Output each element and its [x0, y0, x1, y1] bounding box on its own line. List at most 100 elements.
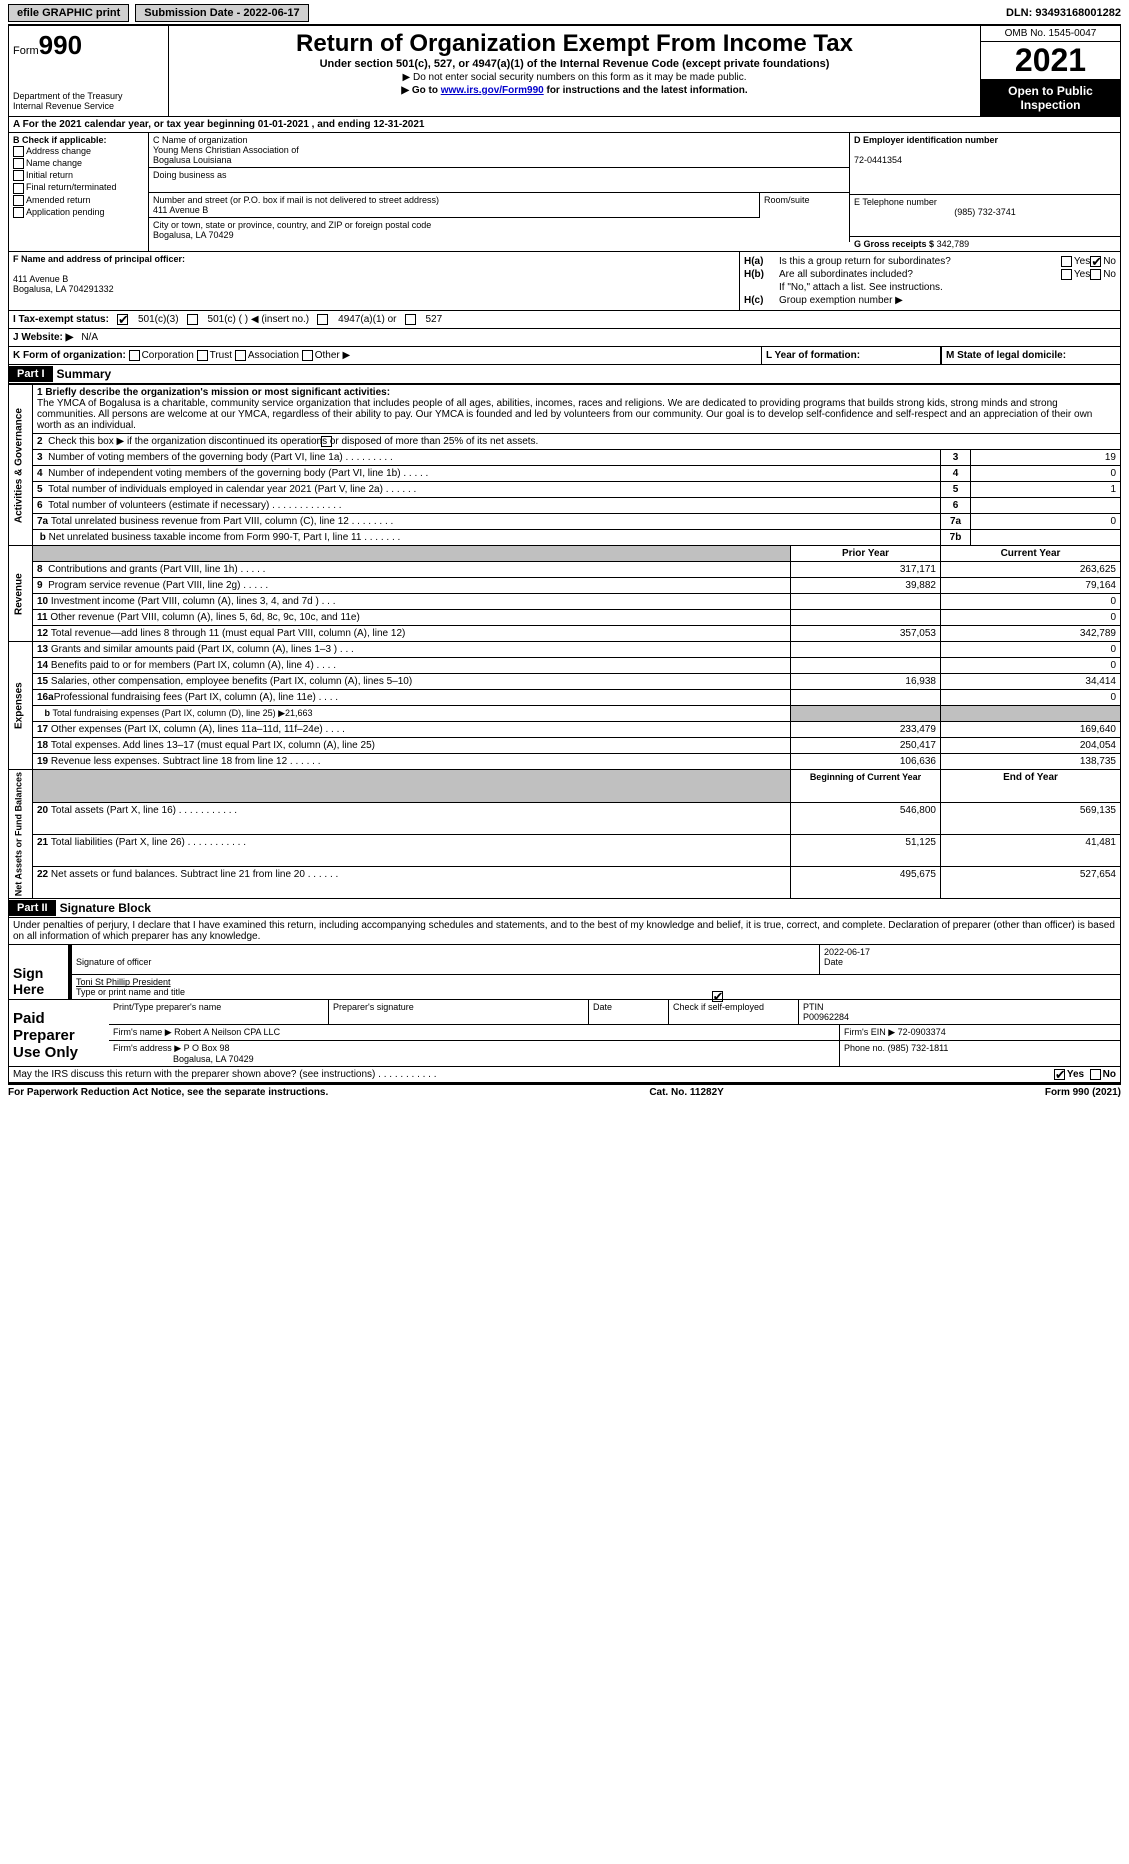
line22: Net assets or fund balances. Subtract li…	[51, 869, 338, 880]
cb-irs-yes[interactable]	[1054, 1069, 1065, 1080]
street-value: 411 Avenue B	[153, 205, 755, 215]
c22: 527,654	[941, 867, 1121, 899]
line12: Total revenue—add lines 8 through 11 (mu…	[51, 628, 405, 639]
line10: Investment income (Part VIII, column (A)…	[51, 596, 336, 607]
ein-label: D Employer identification number	[854, 135, 998, 145]
officer-name: Toni St Phillip President	[76, 977, 171, 987]
val-7b	[971, 530, 1121, 546]
phone-value: (985) 732-3741	[854, 207, 1116, 217]
cb-line2[interactable]	[321, 436, 332, 447]
street-label: Number and street (or P.O. box if mail i…	[153, 195, 755, 205]
c9: 79,164	[941, 578, 1121, 594]
cb-4947[interactable]	[317, 314, 328, 325]
hc-text: Group exemption number ▶	[779, 295, 903, 306]
cb-amended-return[interactable]: Amended return	[13, 195, 144, 206]
cb-corporation[interactable]	[129, 350, 140, 361]
line16a: Professional fundraising fees (Part IX, …	[54, 692, 338, 703]
line21: Total liabilities (Part X, line 26) . . …	[51, 837, 246, 848]
gross-receipts-label: G Gross receipts $	[854, 239, 934, 249]
firm-name: Robert A Neilson CPA LLC	[174, 1027, 280, 1037]
line1-label: 1 Briefly describe the organization's mi…	[37, 387, 390, 398]
paperwork-notice: For Paperwork Reduction Act Notice, see …	[8, 1087, 328, 1098]
p8: 317,171	[791, 562, 941, 578]
irs-link[interactable]: www.irs.gov/Form990	[441, 85, 544, 96]
line5: Total number of individuals employed in …	[48, 484, 416, 495]
hdr-end: End of Year	[1003, 772, 1058, 783]
omb-number: OMB No. 1545-0047	[981, 26, 1120, 42]
c10: 0	[941, 594, 1121, 610]
line19: Revenue less expenses. Subtract line 18 …	[51, 756, 321, 767]
irs-discuss-question: May the IRS discuss this return with the…	[13, 1069, 1054, 1080]
cb-501c[interactable]	[187, 314, 198, 325]
cat-number: Cat. No. 11282Y	[328, 1087, 1045, 1098]
line9: Program service revenue (Part VIII, line…	[48, 580, 268, 591]
val-3: 19	[971, 450, 1121, 466]
city-label: City or town, state or province, country…	[153, 220, 845, 230]
p13	[791, 642, 941, 658]
form-number: Form990	[13, 30, 164, 61]
ha-text: Is this a group return for subordinates?	[779, 256, 1061, 267]
room-suite-label: Room/suite	[760, 193, 850, 218]
cb-initial-return[interactable]: Initial return	[13, 170, 144, 181]
p12: 357,053	[791, 626, 941, 642]
p9: 39,882	[791, 578, 941, 594]
cb-self-employed[interactable]	[712, 991, 723, 1002]
firm-addr1: P O Box 98	[184, 1043, 230, 1053]
cb-501c3[interactable]	[117, 314, 128, 325]
c13: 0	[941, 642, 1121, 658]
part2-bar: Part II	[9, 900, 56, 916]
cb-irs-no[interactable]	[1090, 1069, 1101, 1080]
row-a-tax-year: A For the 2021 calendar year, or tax yea…	[8, 117, 1121, 133]
form-footer: Form 990 (2021)	[1045, 1087, 1121, 1098]
p14	[791, 658, 941, 674]
mission-text: The YMCA of Bogalusa is a charitable, co…	[37, 398, 1092, 431]
website-value: N/A	[81, 332, 98, 343]
cb-address-change[interactable]: Address change	[13, 146, 144, 157]
hb-text: Are all subordinates included?	[779, 269, 1061, 280]
gross-receipts-value: 342,789	[937, 239, 970, 249]
cb-527[interactable]	[405, 314, 416, 325]
org-name: Young Mens Christian Association of Boga…	[153, 145, 845, 165]
p19: 106,636	[791, 754, 941, 770]
officer-addr1: 411 Avenue B	[13, 274, 68, 284]
public-inspection: Open to Public Inspection	[981, 80, 1120, 116]
c15: 34,414	[941, 674, 1121, 690]
org-name-label: C Name of organization	[153, 135, 845, 145]
c16a: 0	[941, 690, 1121, 706]
sign-here-label: Sign Here	[9, 945, 69, 999]
dba-label: Doing business as	[153, 170, 845, 180]
c17: 169,640	[941, 722, 1121, 738]
hdr-prior: Prior Year	[842, 548, 889, 559]
cb-final-return[interactable]: Final return/terminated	[13, 182, 144, 193]
part2-title: Signature Block	[56, 899, 155, 917]
line13: Grants and similar amounts paid (Part IX…	[51, 644, 354, 655]
cb-association[interactable]	[235, 350, 246, 361]
p17: 233,479	[791, 722, 941, 738]
line8: Contributions and grants (Part VIII, lin…	[48, 564, 265, 575]
sig-date: 2022-06-17	[824, 947, 870, 957]
val-4: 0	[971, 466, 1121, 482]
line20: Total assets (Part X, line 16) . . . . .…	[51, 805, 237, 816]
row-k-label: K Form of organization:	[13, 350, 126, 361]
line7a: Total unrelated business revenue from Pa…	[51, 516, 393, 527]
firm-phone: (985) 732-1811	[888, 1043, 949, 1053]
cb-trust[interactable]	[197, 350, 208, 361]
p21: 51,125	[791, 834, 941, 866]
section-netassets: Net Assets or Fund Balances	[9, 770, 33, 899]
line4: Number of independent voting members of …	[48, 468, 428, 479]
p16a	[791, 690, 941, 706]
line14: Benefits paid to or for members (Part IX…	[51, 660, 336, 671]
line7b: Net unrelated business taxable income fr…	[49, 532, 401, 543]
efile-print-button[interactable]: efile GRAPHIC print	[8, 4, 129, 22]
line18: Total expenses. Add lines 13–17 (must eq…	[51, 740, 375, 751]
row-j-label: J Website: ▶	[13, 332, 73, 343]
cb-application-pending[interactable]: Application pending	[13, 207, 144, 218]
dept-treasury: Department of the Treasury Internal Reve…	[13, 91, 164, 111]
cb-name-change[interactable]: Name change	[13, 158, 144, 169]
sig-officer-label: Signature of officer	[76, 957, 151, 967]
hdr-beginning: Beginning of Current Year	[810, 772, 921, 782]
cb-other[interactable]	[302, 350, 313, 361]
line17: Other expenses (Part IX, column (A), lin…	[51, 724, 345, 735]
paid-preparer-label: Paid Preparer Use Only	[9, 1000, 109, 1066]
line6: Total number of volunteers (estimate if …	[48, 500, 341, 511]
